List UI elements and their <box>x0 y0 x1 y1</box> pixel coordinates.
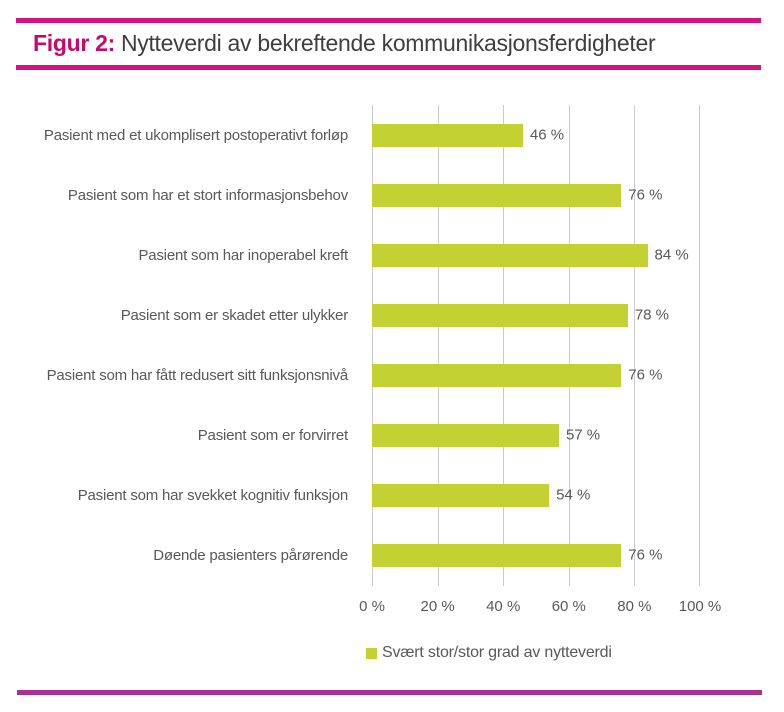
chart-row: Pasient som har et stort informasjonsbeh… <box>0 165 784 225</box>
value-label: 76 % <box>628 186 663 204</box>
category-label: Pasient som har inoperabel kreft <box>138 246 348 264</box>
chart-row: Pasient som har inoperabel kreft 84 % <box>0 225 784 285</box>
category-label: Pasient som er forvirret <box>197 426 348 444</box>
bar-track: 84 % <box>372 243 700 267</box>
bar-track: 54 % <box>372 483 700 507</box>
category-label: Døende pasienters pårørende <box>153 546 348 564</box>
x-tick-label: 20 % <box>420 598 455 615</box>
bar <box>372 183 622 207</box>
gridline <box>568 105 570 586</box>
bar-track: 76 % <box>372 183 700 207</box>
title-bottom-rule-divider <box>16 65 761 70</box>
gridline <box>372 105 373 586</box>
value-label: 76 % <box>628 546 663 564</box>
figure-title: Figur 2: Nytteverdi av bekreftende kommun… <box>33 30 656 57</box>
bottom-rule-divider <box>17 690 762 695</box>
value-label: 84 % <box>654 246 689 264</box>
category-label: Pasient med et ukomplisert postoperativt… <box>43 126 348 144</box>
bar <box>372 123 523 147</box>
x-tick-label: 100 % <box>678 598 722 615</box>
legend-swatch-icon <box>366 647 377 659</box>
bar <box>372 543 622 567</box>
bar-track: 46 % <box>372 123 700 147</box>
chart-row: Pasient som har svekket kognitiv funksjo… <box>0 465 784 525</box>
bar <box>372 243 648 267</box>
bar <box>372 363 622 387</box>
bar-track: 76 % <box>372 543 700 567</box>
chart-row: Pasient som er skadet etter ulykker 78 % <box>0 285 784 345</box>
gridline <box>503 105 505 586</box>
figure-title-text: Nytteverdi av bekreftende kommunikasjons… <box>120 30 656 56</box>
category-label: Pasient som har svekket kognitiv funksjo… <box>77 486 348 504</box>
value-label: 54 % <box>556 486 591 504</box>
chart-rows: Pasient med et ukomplisert postoperativt… <box>0 105 784 585</box>
bar-track: 57 % <box>372 423 700 447</box>
chart-row: Pasient som er forvirret 57 % <box>0 405 784 465</box>
bar <box>372 483 550 507</box>
bar-track: 78 % <box>372 303 700 327</box>
chart-row: Døende pasienters pårørende 76 % <box>0 525 784 585</box>
x-tick-label: 40 % <box>486 598 521 615</box>
category-label: Pasient som har et stort informasjonsbeh… <box>67 186 348 204</box>
value-label: 76 % <box>628 366 663 384</box>
x-axis: 0 % 20 % 40 % 60 % 80 % 100 % <box>359 598 721 618</box>
chart-row: Pasient som har fått redusert sitt funks… <box>0 345 784 405</box>
chart-legend: Svært stor/stor grad av nytteverdi <box>366 644 612 662</box>
value-label: 46 % <box>529 126 565 144</box>
category-label: Pasient som er skadet etter ulykker <box>120 306 348 324</box>
figure-number-label: Figur 2: <box>33 30 115 56</box>
x-tick-label: 80 % <box>617 598 652 615</box>
legend-label: Svært stor/stor grad av nytteverdi <box>382 644 612 661</box>
bar-track: 76 % <box>372 363 700 387</box>
chart-gridlines <box>372 105 700 586</box>
gridline <box>634 105 636 586</box>
gridline <box>699 105 700 586</box>
chart-row: Pasient med et ukomplisert postoperativt… <box>0 105 784 165</box>
bar <box>372 303 628 327</box>
top-rule-divider <box>16 18 761 23</box>
x-tick-label: 60 % <box>551 598 586 615</box>
category-label: Pasient som har fått redusert sitt funks… <box>46 366 349 384</box>
bar <box>372 423 559 447</box>
gridline <box>437 105 439 586</box>
x-tick-label: 0 % <box>359 598 385 615</box>
value-label: 57 % <box>565 426 601 444</box>
value-label: 78 % <box>634 306 670 324</box>
